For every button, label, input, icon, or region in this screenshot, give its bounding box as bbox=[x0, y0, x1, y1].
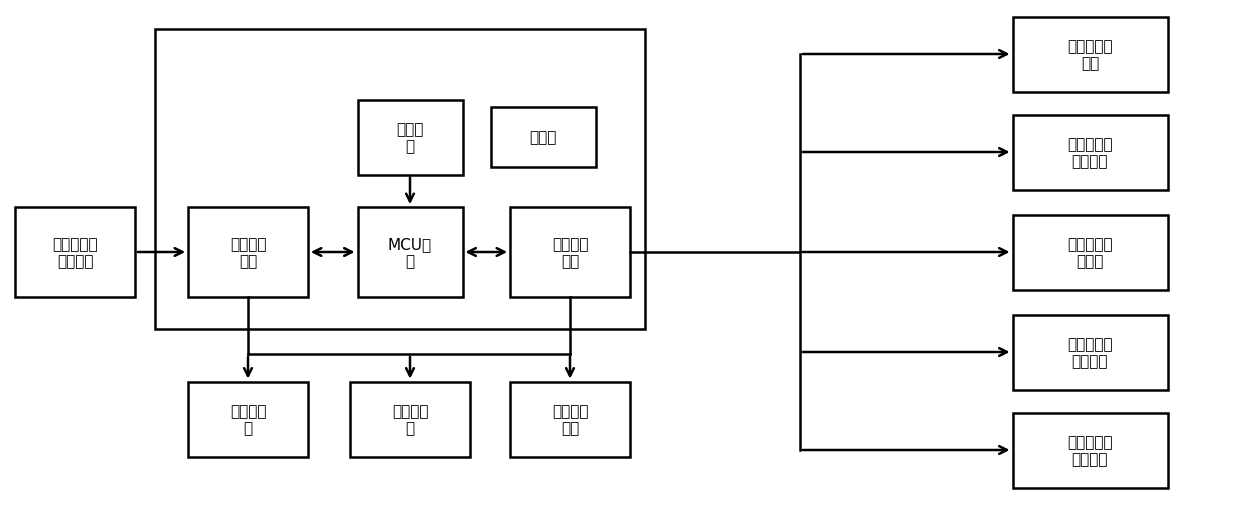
Bar bbox=[15, 208, 135, 297]
Bar bbox=[155, 30, 645, 329]
Text: 第一循环
马达: 第一循环 马达 bbox=[552, 403, 588, 435]
Bar bbox=[350, 382, 470, 457]
Bar bbox=[357, 100, 463, 175]
Text: 第二电磁
铁: 第二电磁 铁 bbox=[392, 403, 428, 435]
Bar bbox=[510, 208, 630, 297]
Bar bbox=[1013, 18, 1168, 92]
Bar bbox=[1013, 215, 1168, 290]
Text: 第一电磁
铁: 第一电磁 铁 bbox=[229, 403, 267, 435]
Text: 进液管道总
电磁阀: 进液管道总 电磁阀 bbox=[1068, 236, 1112, 269]
Bar bbox=[357, 208, 463, 297]
Text: 第一废液管
道电磁阀: 第一废液管 道电磁阀 bbox=[1068, 336, 1112, 369]
Bar bbox=[1013, 413, 1168, 487]
Bar bbox=[188, 208, 308, 297]
Text: 第一巨磁阻
芯片模组: 第一巨磁阻 芯片模组 bbox=[52, 236, 98, 269]
Text: 样品管道电
磁阀: 样品管道电 磁阀 bbox=[1068, 39, 1112, 71]
Text: 免疫磁珠管
道电磁阀: 免疫磁珠管 道电磁阀 bbox=[1068, 136, 1112, 169]
Bar bbox=[1013, 115, 1168, 190]
Bar bbox=[510, 382, 630, 457]
Bar bbox=[491, 108, 595, 168]
Bar bbox=[188, 382, 308, 457]
Text: 信号处理
模块: 信号处理 模块 bbox=[229, 236, 267, 269]
Text: 电源模
块: 电源模 块 bbox=[397, 122, 424, 154]
Text: 控制器: 控制器 bbox=[529, 130, 557, 145]
Text: 电源控制
模块: 电源控制 模块 bbox=[552, 236, 588, 269]
Bar bbox=[1013, 315, 1168, 390]
Text: 反应液管道
总电磁阀: 反应液管道 总电磁阀 bbox=[1068, 434, 1112, 466]
Text: MCU单
元: MCU单 元 bbox=[388, 236, 432, 269]
